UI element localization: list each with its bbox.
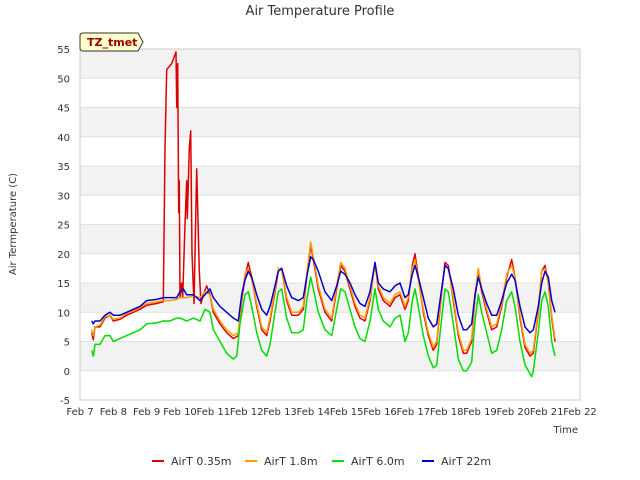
x-axis-label: Time (553, 425, 578, 436)
x-tick-label: Feb 9 (133, 407, 160, 418)
background-band (80, 136, 580, 166)
tag-label: TZ_tmet (87, 36, 137, 49)
series-line-airt-1-8m (90, 241, 556, 354)
x-tick-label: Feb 11 (197, 407, 231, 418)
background-band (80, 107, 580, 137)
series-line-airt-6-0m (90, 276, 556, 378)
series-line-airt-22m (91, 255, 556, 334)
background-band (80, 224, 580, 254)
x-tick-label: Feb 19 (463, 407, 497, 418)
x-tick-label: Feb 21 (530, 407, 564, 418)
y-tick-label: 55 (57, 45, 70, 56)
chart-title: Air Temperature Profile (246, 4, 395, 19)
background-band (80, 253, 580, 283)
background-band (80, 78, 580, 108)
x-tick-label: Feb 15 (330, 407, 364, 418)
legend-label: AirT 0.35m (171, 455, 232, 468)
y-tick-label: 15 (57, 279, 70, 290)
x-tick-label: Feb 13 (263, 407, 297, 418)
y-tick-label: 25 (57, 221, 70, 232)
y-tick-label: 30 (57, 191, 70, 202)
y-tick-label: -5 (60, 396, 70, 407)
background-band (80, 195, 580, 225)
legend-label: AirT 22m (441, 455, 491, 468)
background-band (80, 166, 580, 196)
y-tick-label: 0 (64, 367, 70, 378)
y-tick-label: 40 (57, 133, 70, 144)
x-axis-ticks: Feb 7 Feb 8 Feb 9 Feb 10 Feb 11 Feb 12 Feb 13 F… (66, 407, 596, 418)
x-tick-label: Feb 10 (163, 407, 197, 418)
x-tick-label: Feb 12 (230, 407, 264, 418)
series-lines (90, 51, 556, 378)
legend: AirT 0.35m AirT 1.8m AirT 6.0m AirT 22m (152, 455, 491, 468)
background-band (80, 49, 580, 79)
y-axis-label: Air Termperature (C) (8, 173, 19, 275)
y-tick-label: 45 (57, 104, 70, 115)
legend-label: AirT 1.8m (264, 455, 318, 468)
plot-frame (79, 48, 581, 401)
x-tick-label: Feb 16 (363, 407, 397, 418)
y-tick-label: 50 (57, 74, 70, 85)
legend-label: AirT 6.0m (351, 455, 405, 468)
background-band (80, 341, 580, 371)
y-tick-label: 35 (57, 162, 70, 173)
x-tick-label: Feb 14 (297, 407, 331, 418)
y-tick-label: 20 (57, 250, 70, 261)
tag-box: TZ_tmet (79, 32, 144, 52)
y-tick-label: 10 (57, 308, 70, 319)
y-tick-label: 5 (64, 338, 70, 349)
x-tick-label: Feb 18 (430, 407, 464, 418)
x-tick-label: Feb 7 (66, 407, 93, 418)
x-tick-label: Feb 17 (397, 407, 431, 418)
x-tick-label: Feb 20 (497, 407, 531, 418)
x-tick-label: Feb 22 (563, 407, 597, 418)
y-axis-ticks: -5 0 5 10 15 20 25 30 35 40 45 50 55 (57, 45, 70, 407)
tag-box-shape (79, 32, 144, 52)
background-band (80, 370, 580, 400)
x-tick-label: Feb 8 (100, 407, 127, 418)
